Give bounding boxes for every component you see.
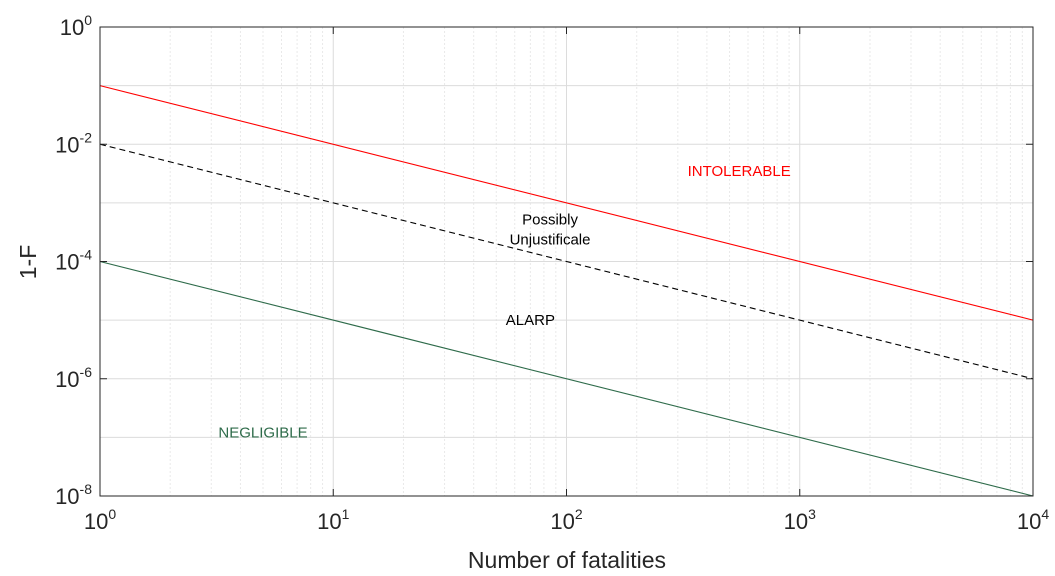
- series-line-3: [99, 260, 1034, 497]
- region-label: Possibly: [522, 212, 578, 229]
- ticks: 100 101 102 103 104 100 10-2 10-4 10-6 10-8: [55, 12, 1049, 534]
- series-line-1: [99, 85, 1034, 321]
- y-tick-label: 10-6: [55, 364, 92, 392]
- y-tick-label: 10-2: [55, 129, 92, 157]
- y-axis-label: 1-F: [15, 245, 41, 280]
- x-tick-label: 104: [1017, 506, 1049, 534]
- region-label: Unjustificale: [510, 232, 591, 249]
- region-label: INTOLERABLE: [688, 163, 791, 180]
- x-tick-label: 100: [84, 506, 116, 534]
- y-tick-label: 10-4: [55, 247, 92, 275]
- series-lines: [99, 85, 1034, 497]
- x-tick-label: 103: [784, 506, 816, 534]
- y-tick-label: 10-8: [55, 481, 92, 509]
- region-label: NEGLIGIBLE: [218, 425, 307, 442]
- x-tick-label: 101: [317, 506, 349, 534]
- annotations: INTOLERABLE Possibly Unjustificale ALARP NEG…: [218, 163, 790, 442]
- x-tick-label: 102: [550, 506, 582, 534]
- y-tick-label: 100: [60, 12, 92, 40]
- region-label: ALARP: [506, 312, 555, 329]
- x-axis-label: Number of fatalities: [468, 547, 666, 573]
- series-line-2: [99, 143, 1034, 380]
